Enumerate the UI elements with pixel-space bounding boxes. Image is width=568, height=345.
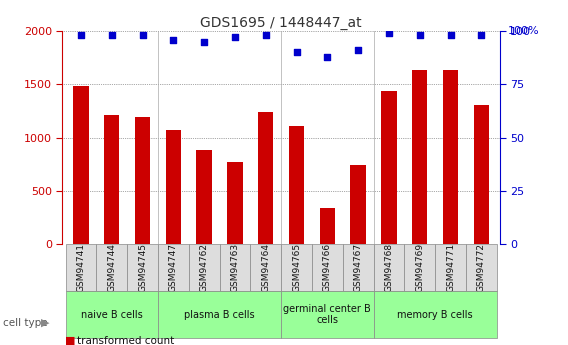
Bar xyxy=(127,244,158,291)
Bar xyxy=(220,244,250,291)
Bar xyxy=(343,244,374,291)
Point xyxy=(138,32,147,38)
Text: 100%: 100% xyxy=(508,26,540,36)
Bar xyxy=(381,91,396,244)
Bar xyxy=(227,162,243,244)
Text: GSM94762: GSM94762 xyxy=(200,243,208,292)
Bar xyxy=(350,165,366,244)
Text: ▶: ▶ xyxy=(41,318,49,327)
Text: transformed count: transformed count xyxy=(77,336,174,345)
Bar xyxy=(281,244,312,291)
Text: GSM94744: GSM94744 xyxy=(107,243,116,292)
Text: GSM94768: GSM94768 xyxy=(385,243,394,292)
Bar xyxy=(135,117,151,244)
Text: GSM94764: GSM94764 xyxy=(261,243,270,292)
Bar xyxy=(435,244,466,291)
Text: GSM94741: GSM94741 xyxy=(77,243,85,292)
Point xyxy=(169,37,178,42)
Point xyxy=(323,54,332,59)
Bar xyxy=(320,208,335,244)
Text: plasma B cells: plasma B cells xyxy=(184,310,255,320)
Text: GSM94766: GSM94766 xyxy=(323,243,332,292)
Point xyxy=(446,32,455,38)
Bar xyxy=(312,244,343,291)
Point xyxy=(231,35,240,40)
Title: GDS1695 / 1448447_at: GDS1695 / 1448447_at xyxy=(201,16,362,30)
Text: germinal center B
cells: germinal center B cells xyxy=(283,304,371,325)
Text: GSM94765: GSM94765 xyxy=(292,243,301,292)
Point xyxy=(292,50,301,55)
Bar xyxy=(97,244,127,291)
Text: GSM94772: GSM94772 xyxy=(477,243,486,292)
Bar xyxy=(374,291,497,338)
Point xyxy=(199,39,208,45)
Bar xyxy=(289,126,304,244)
Text: cell type: cell type xyxy=(3,318,48,327)
Point xyxy=(107,32,116,38)
Bar xyxy=(466,244,497,291)
Point xyxy=(261,32,270,38)
Bar xyxy=(374,244,404,291)
Bar xyxy=(65,244,97,291)
Bar xyxy=(189,244,220,291)
Point xyxy=(415,32,424,38)
Bar xyxy=(250,244,281,291)
Text: naive B cells: naive B cells xyxy=(81,310,143,320)
Text: memory B cells: memory B cells xyxy=(398,310,473,320)
Text: GSM94769: GSM94769 xyxy=(415,243,424,292)
Bar xyxy=(104,115,119,244)
Bar xyxy=(412,70,428,244)
Text: GSM94763: GSM94763 xyxy=(231,243,240,292)
Text: GSM94747: GSM94747 xyxy=(169,243,178,292)
Point xyxy=(477,32,486,38)
Text: GSM94745: GSM94745 xyxy=(138,243,147,292)
Bar xyxy=(65,291,158,338)
Text: GSM94767: GSM94767 xyxy=(354,243,362,292)
Point xyxy=(354,48,363,53)
Bar xyxy=(158,244,189,291)
Bar xyxy=(258,111,273,244)
Text: GSM94771: GSM94771 xyxy=(446,243,455,292)
Bar xyxy=(197,150,212,244)
Point xyxy=(77,32,86,38)
Bar xyxy=(474,105,489,244)
Bar xyxy=(443,70,458,244)
Bar xyxy=(158,291,281,338)
Bar xyxy=(166,130,181,244)
Bar xyxy=(281,291,374,338)
Bar xyxy=(404,244,435,291)
Point xyxy=(385,30,394,36)
Text: ■: ■ xyxy=(65,336,76,345)
Bar xyxy=(73,87,89,244)
